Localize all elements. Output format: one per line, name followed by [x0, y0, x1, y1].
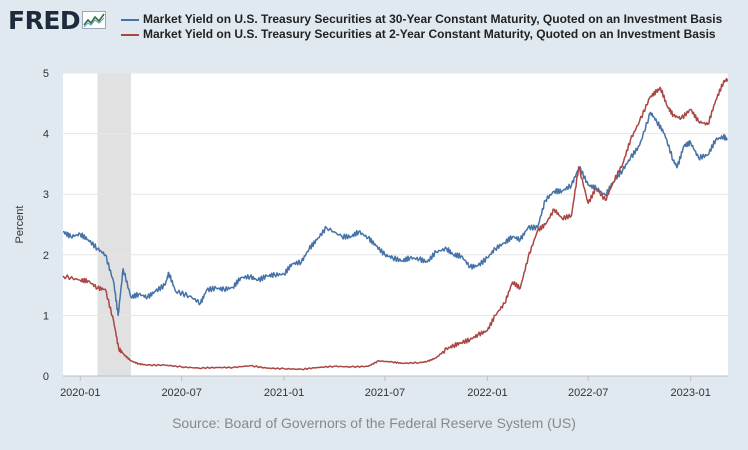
legend-swatch-2-year [121, 34, 139, 36]
y-tick-label: 1 [43, 310, 49, 322]
chart-legend: Market Yield on U.S. Treasury Securities… [121, 12, 741, 42]
series-line-30-year [63, 111, 729, 317]
x-tick-label: 2022-07 [568, 387, 608, 399]
x-tick-label: 2020-01 [60, 387, 100, 399]
x-tick-label: 2022-01 [467, 387, 507, 399]
x-tick-label: 2023-01 [670, 387, 710, 399]
legend-swatch-30-year [121, 19, 139, 21]
source-note: Source: Board of Governors of the Federa… [172, 415, 576, 431]
legend-label-30-year: Market Yield on U.S. Treasury Securities… [143, 12, 723, 26]
y-tick-label: 2 [43, 250, 49, 262]
legend-item-2-year[interactable]: Market Yield on U.S. Treasury Securities… [121, 27, 741, 42]
y-axis-title: Percent [14, 206, 26, 244]
fred-logo-text: FRED [8, 6, 81, 35]
y-tick-label: 3 [43, 189, 49, 201]
legend-item-30-year[interactable]: Market Yield on U.S. Treasury Securities… [121, 12, 741, 27]
fred-graph-icon [82, 10, 107, 34]
y-tick-label: 5 [43, 68, 49, 80]
y-tick-label: 0 [43, 371, 49, 383]
series-line-2-year [62, 77, 729, 371]
x-tick-label: 2021-01 [264, 387, 304, 399]
legend-label-2-year: Market Yield on U.S. Treasury Securities… [143, 27, 716, 41]
fred-logo[interactable]: FRED [8, 6, 107, 35]
x-tick-label: 2020-07 [161, 387, 201, 399]
recession-shading [97, 73, 131, 376]
y-tick-label: 4 [43, 129, 49, 141]
plot-area [63, 73, 728, 376]
x-tick-label: 2021-07 [365, 387, 405, 399]
